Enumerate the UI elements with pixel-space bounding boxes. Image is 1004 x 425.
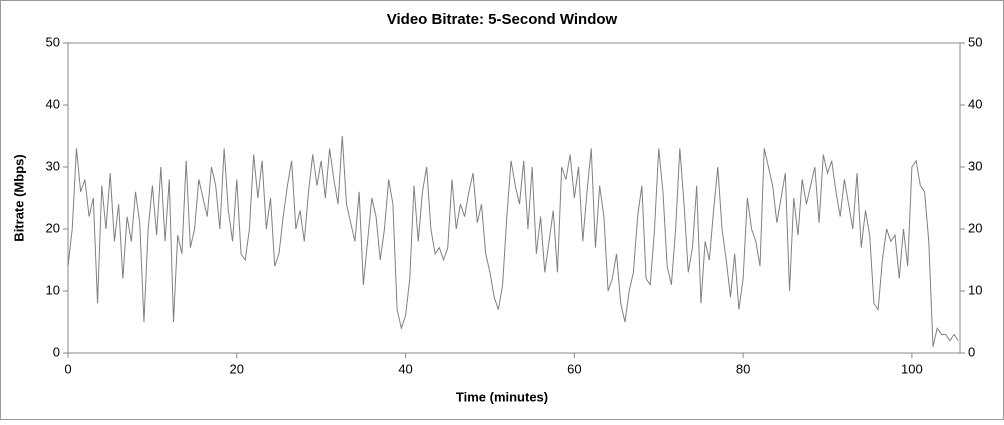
- x-tick-label: 0: [64, 361, 71, 376]
- y2-tick-label: 10: [968, 282, 982, 297]
- y-tick-label: 40: [46, 96, 60, 111]
- x-tick-label: 80: [736, 361, 750, 376]
- y-tick-label: 0: [53, 344, 60, 359]
- x-tick-label: 60: [567, 361, 581, 376]
- y2-tick-label: 40: [968, 96, 982, 111]
- y2-tick-label: 50: [968, 34, 982, 49]
- y-tick-label: 10: [46, 282, 60, 297]
- x-axis-label: Time (minutes): [456, 389, 548, 404]
- y2-tick-label: 20: [968, 220, 982, 235]
- x-tick-label: 100: [901, 361, 923, 376]
- x-tick-label: 20: [230, 361, 244, 376]
- y-tick-label: 20: [46, 220, 60, 235]
- plot-area: [67, 42, 961, 354]
- x-tick-label: 40: [398, 361, 412, 376]
- y-tick-label: 30: [46, 158, 60, 173]
- y2-tick-label: 30: [968, 158, 982, 173]
- y-tick-label: 50: [46, 34, 60, 49]
- y2-tick-label: 0: [968, 344, 975, 359]
- chart-title: Video Bitrate: 5-Second Window: [387, 11, 618, 28]
- bitrate-line: [67, 135, 959, 347]
- y-axis-label: Bitrate (Mbps): [11, 154, 26, 241]
